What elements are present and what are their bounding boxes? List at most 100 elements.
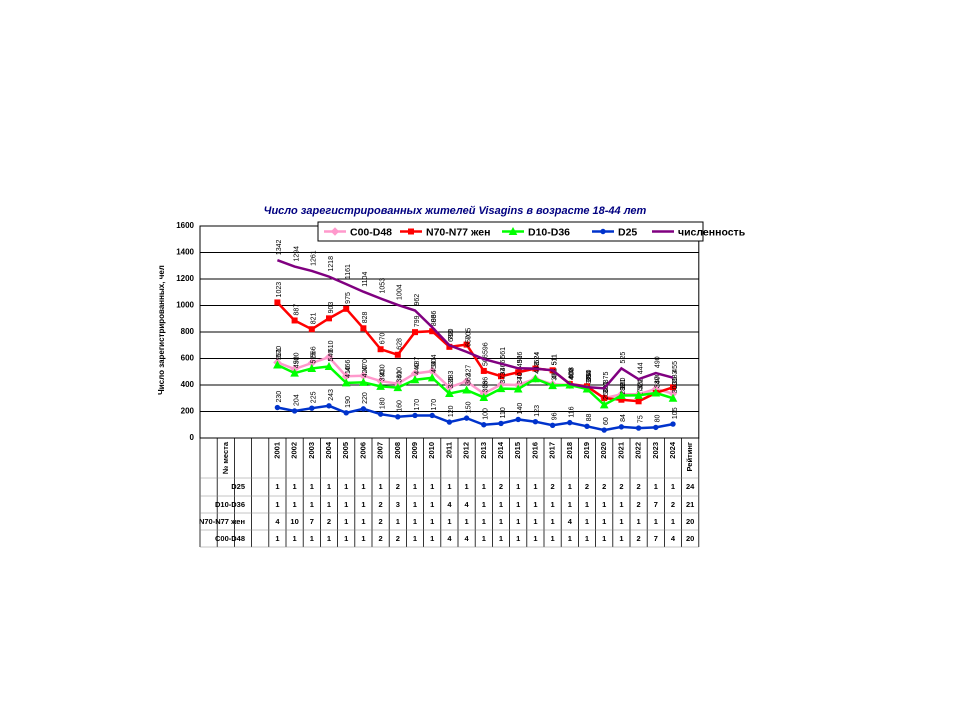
data-point — [445, 388, 454, 397]
data-label: 370 — [655, 372, 662, 384]
table-cell: 2 — [379, 517, 383, 526]
table-cell: 24 — [686, 482, 695, 491]
table-cell: 20 — [686, 534, 694, 543]
data-label: 430 — [379, 364, 386, 376]
data-label: 110 — [500, 407, 507, 418]
table-cell: 3 — [396, 500, 400, 509]
table-cell: 1 — [533, 517, 537, 526]
data-label: 540 — [328, 350, 335, 362]
data-label: 1218 — [328, 256, 335, 272]
data-label: 524 — [534, 352, 541, 364]
data-label: 335 — [672, 377, 679, 389]
data-label: 416 — [345, 366, 352, 378]
x-tick-label: 2003 — [307, 442, 316, 459]
data-label: 700 — [448, 328, 455, 340]
data-label: 330 — [620, 377, 627, 389]
table-cell: 1 — [533, 482, 537, 491]
data-label: 520 — [293, 352, 300, 364]
data-label: 408 — [569, 367, 576, 379]
table-cell: 4 — [671, 534, 676, 543]
data-label: 1342 — [276, 240, 283, 256]
data-point — [496, 384, 506, 393]
data-label: 336 — [448, 377, 455, 389]
data-point — [360, 406, 367, 412]
table-cell: 1 — [275, 482, 279, 491]
data-label: 75 — [637, 415, 644, 423]
table-cell: 1 — [293, 500, 297, 509]
table-cell: 1 — [516, 517, 520, 526]
table-cell: 1 — [430, 482, 434, 491]
table-cell: 4 — [275, 517, 280, 526]
table-cell: 1 — [430, 534, 434, 543]
data-label: 321 — [620, 379, 627, 391]
data-label: 487 — [414, 357, 421, 369]
data-label: 427 — [465, 365, 472, 377]
data-point — [462, 377, 471, 386]
data-label: 330 — [637, 377, 644, 389]
table-cell: 2 — [602, 482, 606, 491]
x-tick-label: 2009 — [410, 442, 419, 459]
data-label: 170 — [414, 399, 421, 411]
data-point — [479, 392, 489, 401]
data-point — [359, 377, 368, 386]
data-point — [463, 415, 470, 421]
data-label: 375 — [603, 372, 610, 384]
data-point — [326, 315, 332, 322]
data-label: 60 — [603, 417, 610, 425]
table-cell: 1 — [344, 482, 348, 491]
data-label: 322 — [637, 379, 644, 391]
y-tick-label: 1400 — [176, 248, 194, 257]
table-cell: 1 — [327, 500, 331, 509]
data-point — [446, 419, 453, 425]
x-tick-label: 2019 — [582, 442, 591, 459]
data-label: 524 — [534, 352, 541, 364]
data-label: 1004 — [397, 284, 404, 300]
data-point — [548, 381, 557, 390]
table-cell: 2 — [637, 482, 641, 491]
x-tick-label: 2008 — [393, 442, 402, 459]
x-tick-label: 2010 — [427, 442, 436, 459]
table-cell: 1 — [619, 534, 623, 543]
series-line — [276, 363, 674, 407]
data-label: 836 — [431, 310, 438, 322]
data-label: 650 — [465, 335, 472, 347]
legend-label: численность — [678, 226, 746, 238]
data-point — [515, 416, 521, 423]
table-cell: 1 — [533, 500, 537, 509]
x-tick-label: Рейтинг — [685, 442, 694, 472]
table-cell: 1 — [447, 482, 451, 491]
data-label: 454 — [431, 361, 438, 373]
data-label: 180 — [379, 397, 386, 409]
table-cell: 1 — [413, 534, 417, 543]
data-point — [395, 414, 401, 420]
series-line — [276, 259, 674, 390]
data-label: 821 — [311, 312, 318, 324]
data-point — [393, 383, 403, 392]
data-label: 525 — [311, 352, 318, 364]
y-tick-label: 600 — [181, 354, 195, 363]
table-cell: 1 — [310, 534, 314, 543]
table-cell: 1 — [413, 500, 417, 509]
data-label: 370 — [586, 372, 593, 384]
data-point — [618, 424, 625, 430]
data-label: 88 — [586, 413, 593, 421]
data-point — [617, 390, 626, 399]
table-cell: 2 — [396, 482, 400, 491]
data-point — [309, 405, 315, 411]
data-label: 1104 — [362, 272, 369, 287]
data-label: 496 — [517, 355, 524, 367]
data-label: 628 — [397, 338, 404, 350]
data-label: 362 — [465, 373, 472, 385]
y-tick-label: 1000 — [176, 301, 194, 310]
table-cell: 1 — [551, 534, 555, 543]
table-cell: 2 — [637, 500, 641, 509]
data-label: 383 — [672, 370, 679, 382]
x-tick-label: 2021 — [616, 442, 625, 459]
x-tick-label: 2016 — [530, 442, 539, 459]
x-tick-label: 2007 — [376, 442, 385, 459]
table-cell: 7 — [654, 534, 658, 543]
data-label: 466 — [345, 359, 352, 371]
table-cell: 1 — [654, 517, 658, 526]
table-cell: 1 — [361, 482, 365, 491]
